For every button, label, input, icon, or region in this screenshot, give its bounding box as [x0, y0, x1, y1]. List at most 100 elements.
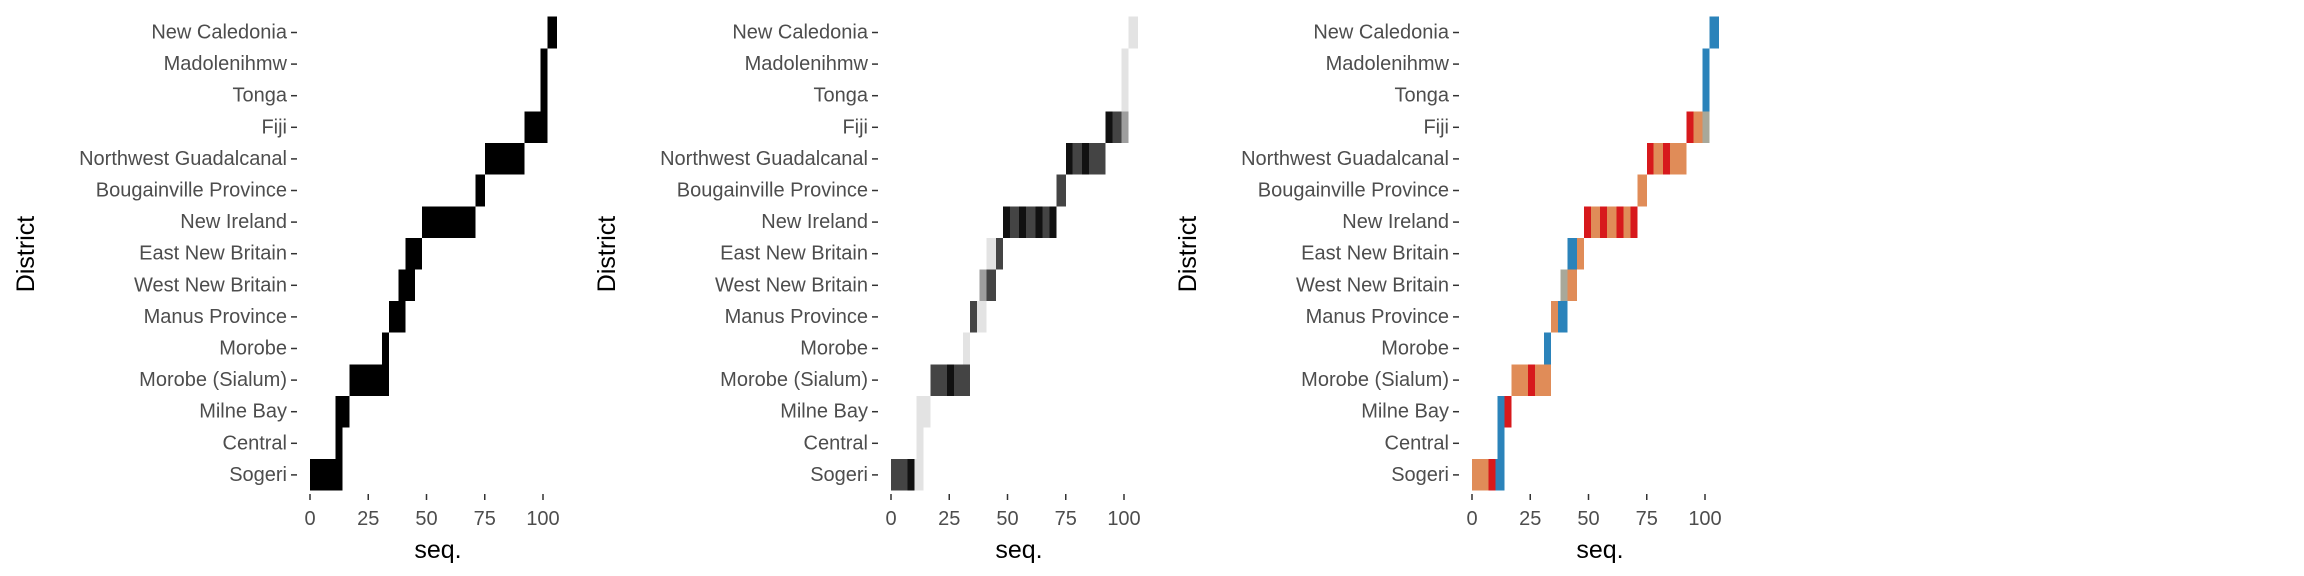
y-tick-label: Northwest Guadalcanal — [79, 148, 287, 170]
y-tick-label: Milne Bay — [1361, 401, 1449, 423]
chart-panel-grayscale: Sogeri Central Milne Bay Morobe (Sialum) Mor… — [593, 16, 1141, 564]
y-tick-label: Morobe — [219, 338, 287, 360]
tile — [1035, 206, 1043, 238]
tile — [540, 79, 548, 112]
tile — [382, 332, 390, 365]
x-tick-label: 25 — [1519, 508, 1541, 530]
tile — [1056, 174, 1066, 207]
tile — [1009, 206, 1020, 238]
x-tick-label: 50 — [415, 508, 437, 530]
tile — [484, 143, 525, 175]
x-axis-title: seq. — [995, 536, 1042, 564]
y-tick-label: Morobe (Sialum) — [1301, 369, 1449, 391]
x-tick-label: 0 — [1466, 508, 1477, 530]
x-tick-label: 100 — [1688, 508, 1721, 530]
y-tick-label: Sogeri — [810, 464, 868, 486]
tile — [1693, 111, 1703, 144]
tile — [547, 16, 557, 49]
tile — [1551, 301, 1559, 333]
y-tick-label: Sogeri — [1391, 464, 1449, 486]
y-axis-title: District — [12, 216, 40, 292]
tile — [979, 269, 987, 302]
y-tick-label: Morobe (Sialum) — [720, 369, 868, 391]
y-axis-title: District — [593, 216, 621, 292]
y-tick-label: East New Britain — [139, 243, 287, 265]
x-tick-label: 100 — [526, 508, 559, 530]
tile — [1019, 206, 1027, 238]
tile — [1082, 143, 1090, 175]
tile — [1026, 206, 1036, 238]
tile — [1534, 364, 1552, 396]
y-tick-label: New Caledonia — [1313, 22, 1450, 44]
tile — [1121, 111, 1129, 144]
y-tick-label: West New Britain — [1296, 274, 1449, 296]
tile — [1623, 206, 1631, 238]
y-tick-label: Morobe (Sialum) — [139, 369, 287, 391]
tile — [1558, 301, 1568, 333]
tile — [1653, 143, 1664, 175]
x-tick-label: 75 — [1636, 508, 1658, 530]
y-tick-label: Fiji — [842, 116, 868, 138]
tile — [1121, 48, 1129, 80]
tile — [335, 427, 343, 460]
tile — [1488, 459, 1496, 491]
tile — [1128, 16, 1138, 49]
tile — [1002, 206, 1010, 238]
tile — [1583, 206, 1591, 238]
tile — [995, 237, 1003, 270]
tile — [389, 301, 406, 333]
tile — [891, 459, 908, 491]
y-tick-label: Bougainville Province — [677, 180, 868, 202]
tile — [421, 206, 476, 238]
x-tick-label: 75 — [1055, 508, 1077, 530]
tile — [1560, 269, 1568, 302]
y-tick-label: Sogeri — [229, 464, 287, 486]
tile — [1702, 111, 1710, 144]
tile — [1544, 332, 1552, 365]
y-tick-label: West New Britain — [134, 274, 287, 296]
tile — [1702, 48, 1710, 80]
x-tick-label: 25 — [938, 508, 960, 530]
tile — [1630, 206, 1638, 238]
y-tick-label: Central — [223, 432, 287, 454]
tile — [1105, 111, 1113, 144]
chart-panel-color: Sogeri Central Milne Bay Morobe (Sialum) Mor… — [1174, 16, 1722, 564]
y-tick-label: Madolenihmw — [1326, 53, 1450, 75]
tile — [1616, 206, 1624, 238]
y-tick-label: Northwest Guadalcanal — [1241, 148, 1449, 170]
y-tick-label: Madolenihmw — [745, 53, 869, 75]
x-axis-title: seq. — [414, 536, 461, 564]
tile — [946, 364, 954, 396]
x-tick-label: 50 — [1577, 508, 1599, 530]
tile — [977, 301, 987, 333]
y-tick-label: Milne Bay — [780, 401, 868, 423]
x-tick-label: 100 — [1107, 508, 1140, 530]
y-tick-label: Morobe — [1381, 338, 1449, 360]
y-tick-label: Bougainville Province — [1258, 180, 1449, 202]
tile — [1567, 237, 1577, 270]
y-tick-label: Central — [804, 432, 868, 454]
tile — [524, 111, 548, 144]
tile — [986, 269, 996, 302]
y-tick-label: Manus Province — [1306, 306, 1449, 328]
tile — [986, 237, 996, 270]
tile — [1121, 79, 1129, 112]
tile — [540, 48, 548, 80]
y-tick-label: Central — [1385, 432, 1449, 454]
tile — [1065, 143, 1073, 175]
tile — [1042, 206, 1050, 238]
tile — [1686, 111, 1694, 144]
tile — [1600, 206, 1608, 238]
y-tick-label: Manus Province — [144, 306, 287, 328]
y-tick-label: New Ireland — [761, 211, 868, 233]
x-tick-label: 0 — [304, 508, 315, 530]
x-tick-label: 25 — [357, 508, 379, 530]
tile — [475, 174, 485, 207]
x-tick-label: 50 — [996, 508, 1018, 530]
tile — [1089, 143, 1106, 175]
tile — [1472, 459, 1489, 491]
y-tick-label: Tonga — [233, 85, 288, 107]
tile — [916, 395, 931, 428]
y-tick-label: Milne Bay — [199, 401, 287, 423]
